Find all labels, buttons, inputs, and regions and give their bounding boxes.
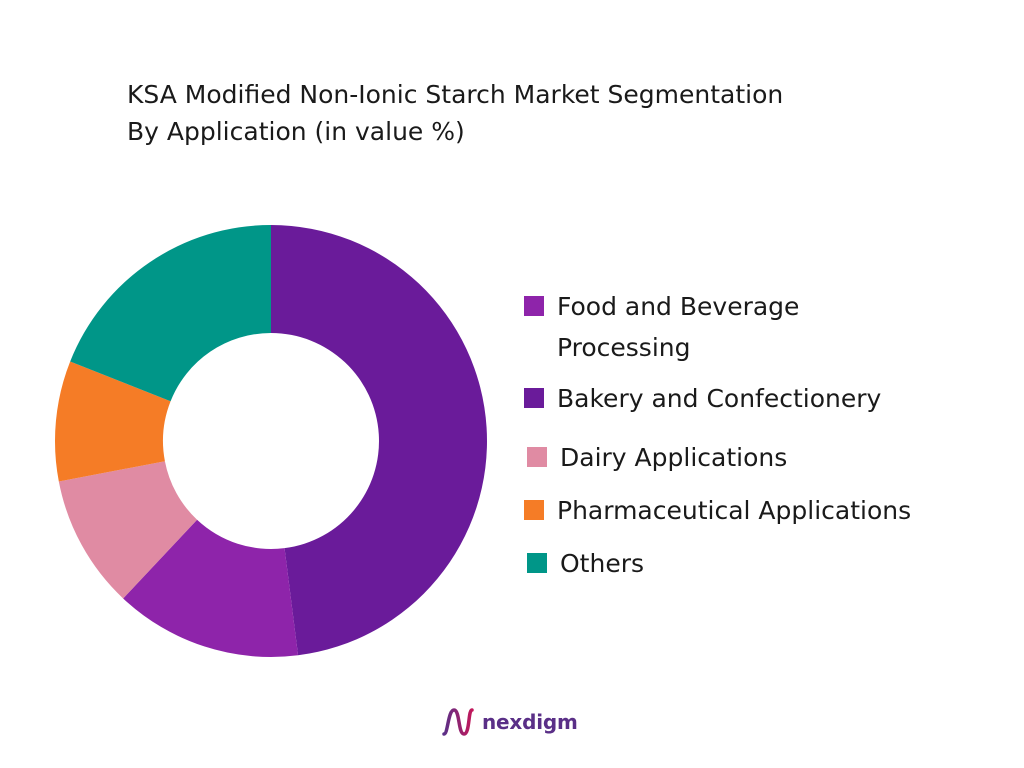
legend-label: Others xyxy=(560,543,644,584)
chart-title: KSA Modified Non-Ionic Starch Market Seg… xyxy=(127,76,783,150)
legend-label: Food and Beverage Processing xyxy=(557,286,799,368)
legend-label: Dairy Applications xyxy=(560,437,787,478)
legend-label-line: Processing xyxy=(557,333,691,362)
legend-label-line: Pharmaceutical Applications xyxy=(557,496,912,525)
legend-label-line: Others xyxy=(560,549,645,578)
legend-swatch xyxy=(524,500,544,520)
donut-slice-dairy-applications xyxy=(58,461,198,599)
donut-slice-bakery-and-confectionery xyxy=(123,519,299,657)
brand-logo: nexdigm xyxy=(440,704,578,740)
chart-title-line: KSA Modified Non-Ionic Starch Market Seg… xyxy=(127,80,784,109)
legend-label: Bakery and Confectionery xyxy=(557,378,881,419)
legend-swatch xyxy=(527,553,547,573)
legend-label-line: Bakery and Confectionery xyxy=(557,384,882,413)
legend-label-line: Dairy Applications xyxy=(560,443,788,472)
donut-slice-others xyxy=(70,224,272,402)
donut-slice-food-and-beverage-processing xyxy=(271,225,488,656)
legend-swatch xyxy=(524,296,544,316)
legend-label-line: Food and Beverage xyxy=(557,292,800,321)
legend-item: Bakery and Confectionery xyxy=(524,378,881,419)
legend-swatch xyxy=(524,388,544,408)
legend-item: Food and Beverage Processing xyxy=(524,286,799,368)
brand-name: nexdigm xyxy=(482,710,578,734)
chart-subtitle: By Application (in value %) xyxy=(127,117,465,146)
donut-slice-pharmaceutical-applications xyxy=(54,361,171,482)
nexdigm-logo-icon xyxy=(442,708,474,736)
legend-item: Dairy Applications xyxy=(527,437,787,478)
legend-swatch xyxy=(527,447,547,467)
legend-item: Others xyxy=(527,543,644,584)
legend-item: Pharmaceutical Applications xyxy=(524,490,911,531)
legend-label: Pharmaceutical Applications xyxy=(557,490,911,531)
